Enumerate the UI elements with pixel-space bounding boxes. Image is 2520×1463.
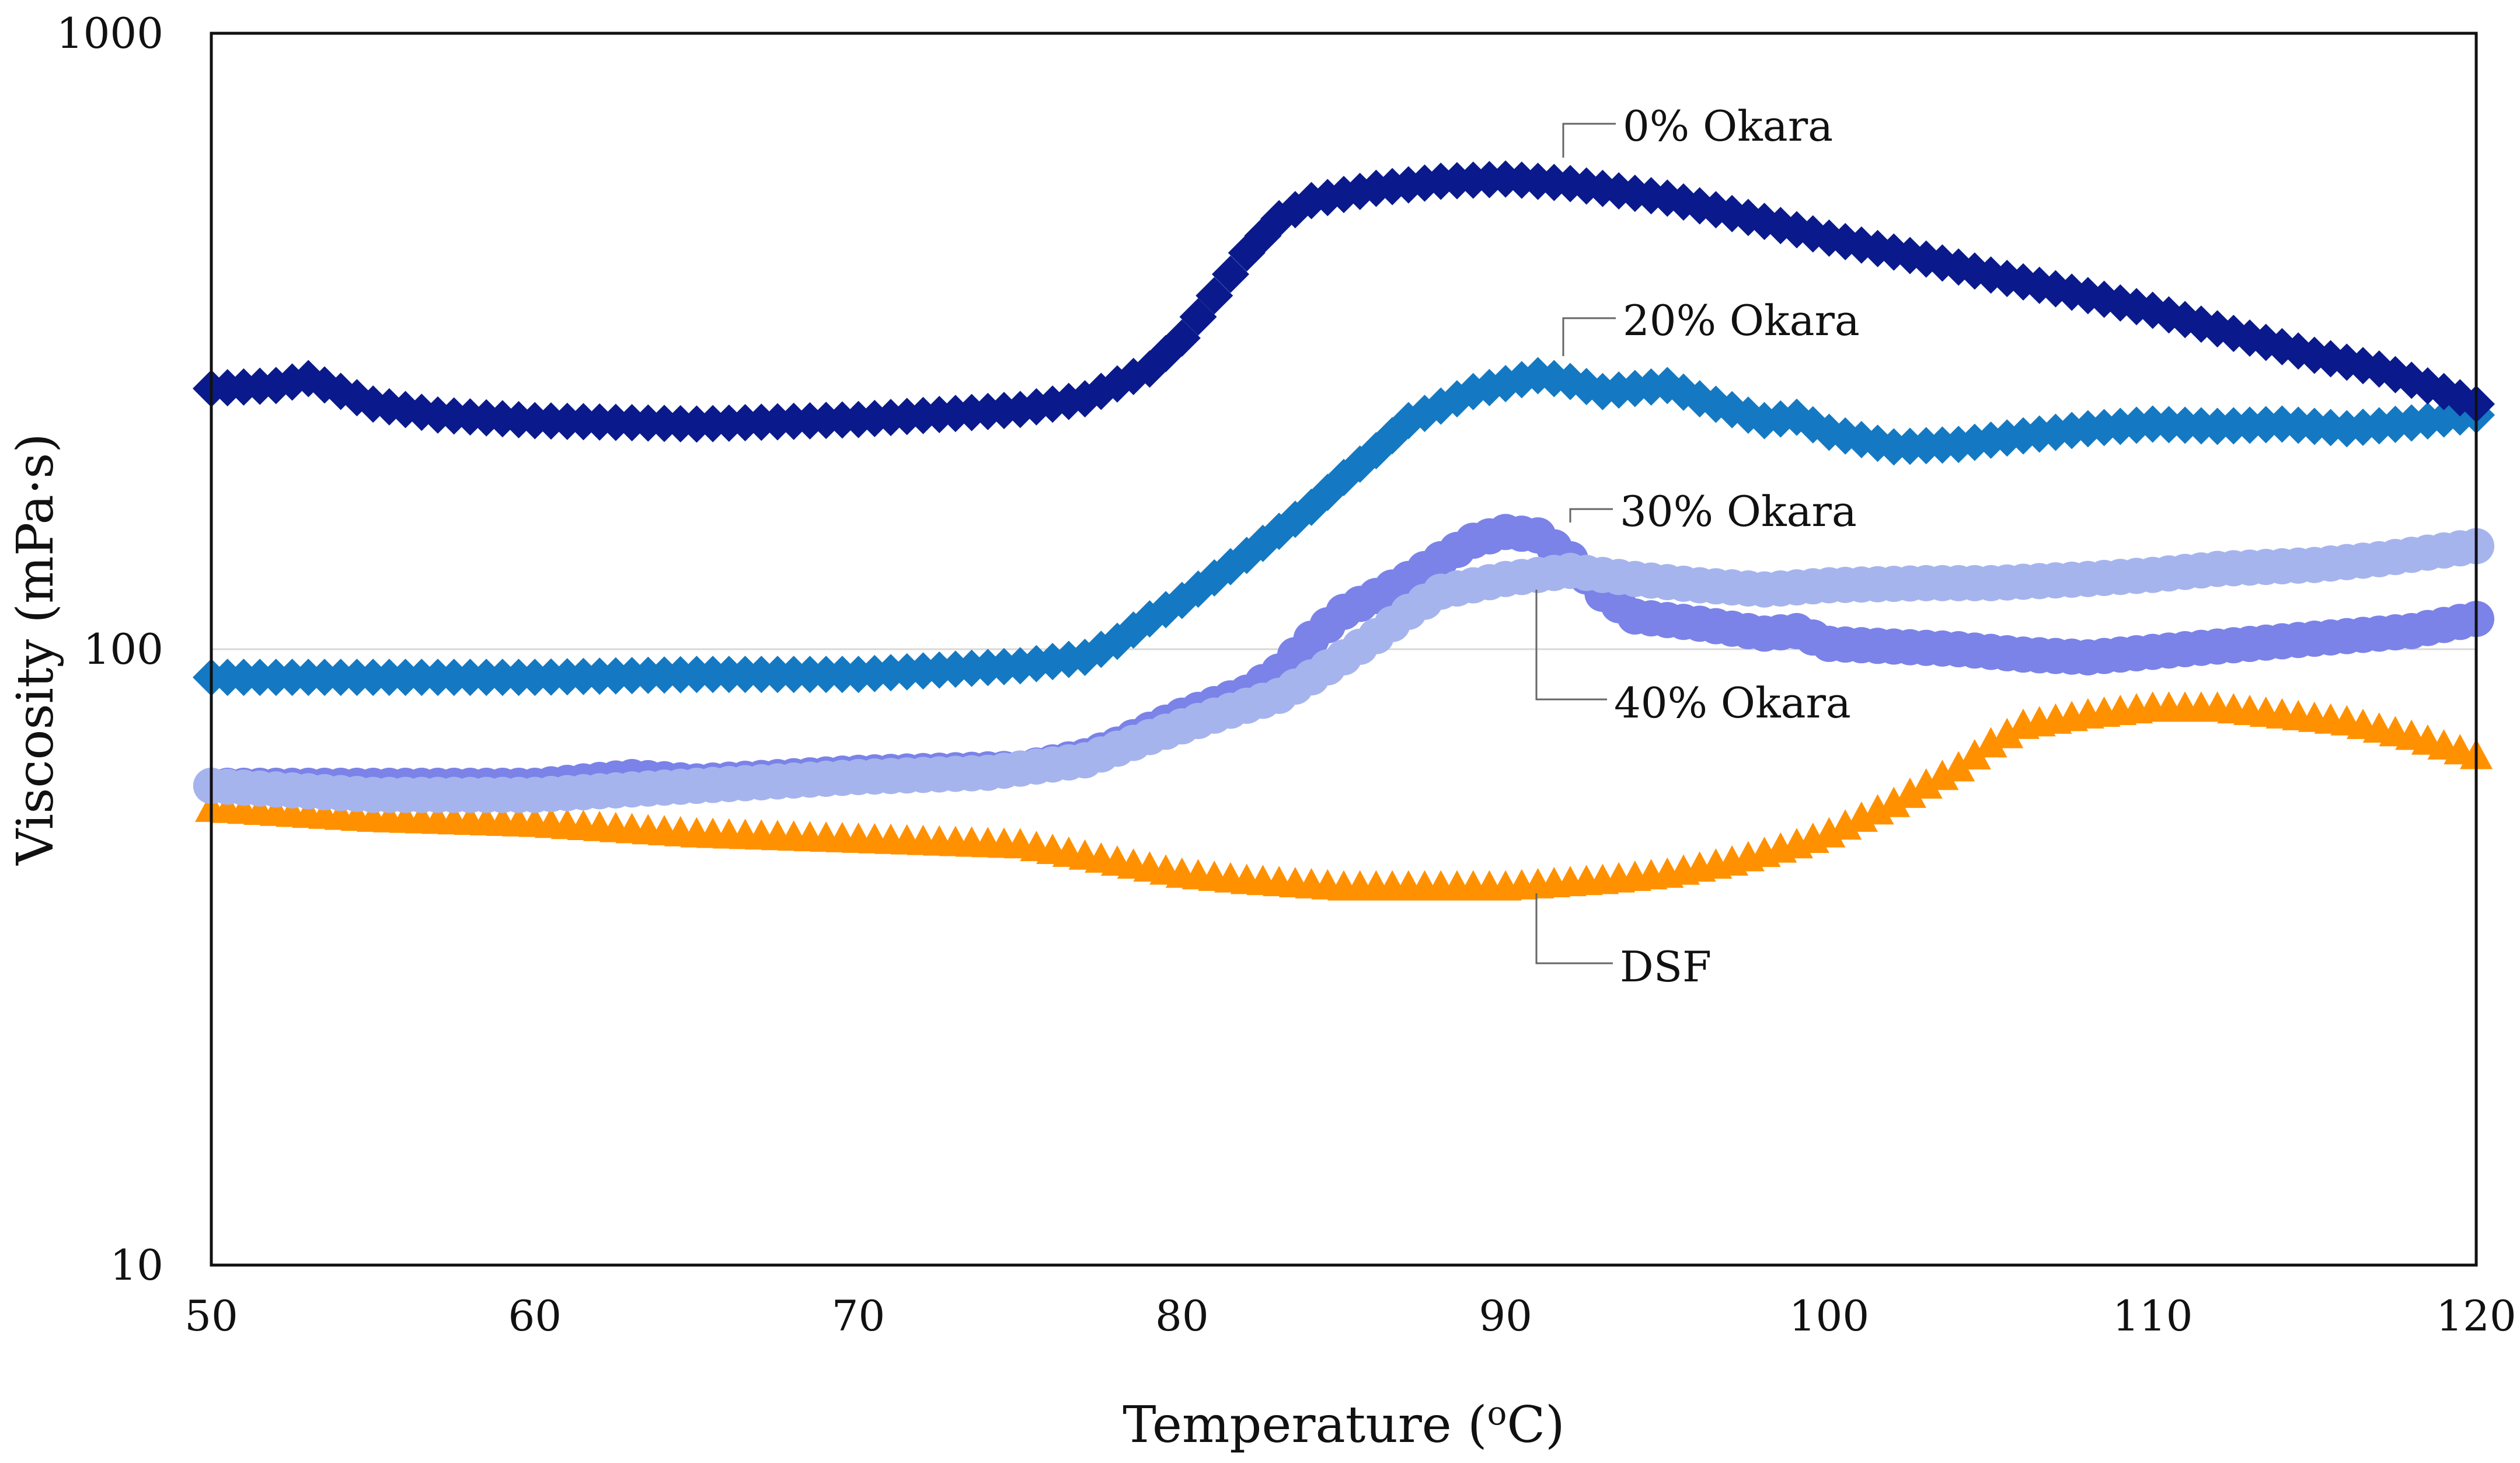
annotation-leader-line (1569, 508, 1613, 522)
annotation-label: 40% Okara (1614, 678, 1851, 727)
x-tick-label: 80 (1155, 1291, 1209, 1340)
annotation-label: DSF (1620, 942, 1712, 991)
data-point-dsf (1958, 739, 1991, 769)
series-40pct-okara (193, 528, 2494, 813)
data-point-0pct-okara (1212, 255, 1249, 293)
annotation-leader-line (1562, 123, 1616, 158)
series-layer (193, 160, 2495, 901)
data-point-dsf (1909, 768, 1943, 799)
series-annotations: 0% Okara 20% Okara 30% Okara 40% Okara DSF (1535, 102, 1860, 991)
annotation-leader-line (1535, 590, 1607, 701)
series-20pct-okara (193, 357, 2495, 696)
annotation-20pct-okara: 20% Okara (1562, 296, 1860, 356)
annotation-dsf: DSF (1535, 893, 1712, 991)
y-tick-label: 1000 (57, 9, 163, 58)
annotation-0pct-okara: 0% Okara (1562, 102, 1833, 158)
data-point-0pct-okara (2053, 273, 2091, 311)
x-tick-label: 120 (2436, 1291, 2516, 1340)
x-tick-label: 60 (508, 1291, 562, 1340)
y-tick-label: 100 (83, 625, 163, 674)
annotation-40pct-okara: 40% Okara (1535, 590, 1851, 727)
series-dsf (195, 691, 2493, 901)
x-tick-label: 50 (184, 1291, 238, 1340)
plot-area-frame (210, 32, 2478, 1267)
data-point-0pct-okara (2069, 277, 2107, 315)
data-point-dsf (1829, 809, 1862, 840)
tick-labels: 50 60 70 80 90 100 110 120 10 100 1000 (57, 9, 2516, 1340)
data-point-dsf (1942, 751, 1975, 782)
data-point-dsf (1894, 777, 1926, 808)
data-point-dsf (1813, 817, 1846, 848)
x-tick-label: 90 (1479, 1291, 1532, 1340)
x-tick-label: 70 (832, 1291, 886, 1340)
y-tick-label: 10 (110, 1241, 163, 1290)
annotation-30pct-okara: 30% Okara (1569, 487, 1857, 536)
data-point-dsf (1974, 727, 2007, 758)
x-tick-label: 110 (2113, 1291, 2193, 1340)
annotation-label: 0% Okara (1623, 102, 1833, 151)
data-point-dsf (1991, 717, 2024, 748)
data-point-dsf (1877, 786, 1911, 817)
y-axis-title: Viscosity (mPa·s) (6, 433, 65, 866)
data-point-0pct-okara (1179, 298, 1217, 336)
x-axis-title: Temperature (oC) (1123, 1395, 1564, 1454)
annotation-label: 30% Okara (1620, 487, 1857, 536)
annotation-label: 20% Okara (1623, 296, 1860, 345)
annotation-leader-line (1562, 317, 1616, 356)
series-0pct-okara (193, 160, 2495, 443)
x-tick-label: 100 (1789, 1291, 1869, 1340)
data-point-0pct-okara (1195, 277, 1233, 315)
data-point-0pct-okara (1163, 319, 1201, 357)
data-point-dsf (1926, 760, 1959, 790)
annotation-leader-line (1535, 893, 1613, 964)
